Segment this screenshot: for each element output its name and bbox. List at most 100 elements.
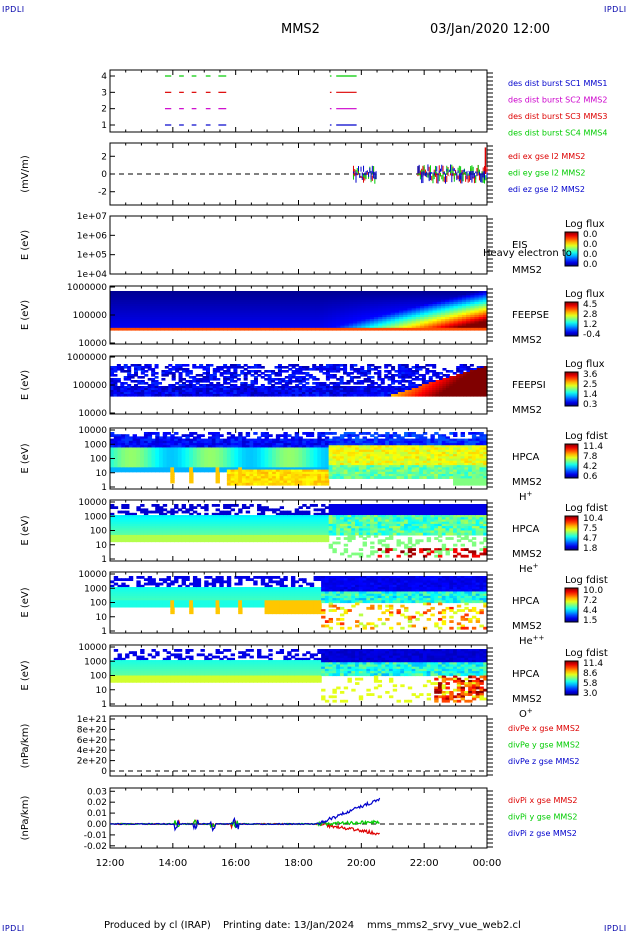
colorbar-tick-label: 2.5 bbox=[583, 380, 597, 390]
spectro-cell bbox=[362, 436, 367, 440]
spectro-cell bbox=[355, 462, 360, 466]
spectro-cell bbox=[215, 465, 220, 468]
spectro-cell bbox=[315, 293, 321, 296]
spectro-cell bbox=[442, 394, 447, 397]
spectro-cell bbox=[161, 378, 166, 381]
spectro-cell bbox=[120, 392, 125, 395]
spectro-cell bbox=[196, 449, 202, 453]
spectro-cell bbox=[357, 304, 362, 307]
spectro-cell bbox=[130, 394, 135, 397]
spectro-cell bbox=[432, 293, 438, 296]
spectro-cell bbox=[404, 380, 409, 383]
spectro-cell bbox=[281, 295, 287, 299]
spectro-cell bbox=[343, 443, 349, 446]
spectro-cell bbox=[332, 460, 337, 464]
spectro-cell bbox=[440, 291, 446, 294]
spectro-cell bbox=[305, 368, 310, 371]
spectro-cell bbox=[449, 297, 455, 301]
spectro-cell bbox=[298, 312, 304, 316]
spectro-cell bbox=[298, 386, 303, 389]
spectro-cell bbox=[343, 476, 349, 479]
spectro-cell bbox=[151, 323, 157, 327]
spectro-cell bbox=[452, 378, 457, 381]
spectro-cell bbox=[206, 295, 212, 299]
spectro-cell bbox=[306, 469, 311, 473]
spectro-cell bbox=[168, 291, 174, 294]
spectro-cell bbox=[329, 370, 334, 373]
spectro-cell bbox=[215, 467, 220, 471]
spectro-cell bbox=[311, 317, 316, 320]
spectro-cell bbox=[466, 319, 471, 322]
spectro-cell bbox=[302, 293, 308, 296]
spectro-cell bbox=[313, 458, 318, 462]
spectro-cell bbox=[377, 376, 382, 379]
spectro-cell bbox=[155, 447, 160, 451]
spectro-cell bbox=[234, 451, 239, 455]
spectro-cell bbox=[268, 469, 273, 473]
spectro-cell bbox=[118, 297, 124, 301]
spectro-cell bbox=[133, 372, 139, 375]
spectro-cell bbox=[321, 476, 326, 479]
spectro-cell bbox=[298, 327, 304, 331]
spectro-cell bbox=[227, 295, 233, 299]
spectro-cell bbox=[351, 447, 356, 451]
spectro-cell bbox=[272, 447, 277, 451]
spectro-cell bbox=[275, 469, 281, 473]
spectro-cell bbox=[390, 301, 396, 305]
spectro-cell bbox=[325, 368, 330, 371]
spectro-cell bbox=[336, 456, 341, 460]
spectro-cell bbox=[212, 384, 217, 387]
spectro-cell bbox=[275, 447, 281, 451]
spectro-cell bbox=[195, 388, 200, 391]
spectro-cell bbox=[288, 364, 293, 367]
spectro-cell bbox=[288, 394, 293, 397]
spectro-cell bbox=[461, 310, 467, 314]
spectro-cell bbox=[210, 293, 216, 296]
spectro-cell bbox=[159, 447, 164, 451]
spectro-cell bbox=[256, 297, 262, 301]
spectro-cell bbox=[279, 434, 285, 438]
spectro-cell bbox=[449, 304, 455, 307]
spectro-cell bbox=[253, 394, 258, 397]
spectro-cell bbox=[290, 321, 295, 325]
spectro-cell bbox=[321, 482, 326, 486]
spectro-cell bbox=[230, 465, 236, 468]
spectro-cell bbox=[185, 308, 191, 312]
spectro-cell bbox=[315, 308, 321, 312]
spectro-cell bbox=[348, 321, 354, 325]
spectro-cell bbox=[336, 440, 341, 444]
spectro-cell bbox=[432, 310, 438, 314]
spectro-cell bbox=[373, 312, 379, 316]
spectro-cell bbox=[223, 364, 228, 367]
spectro-cell bbox=[480, 380, 485, 383]
spectro-cell bbox=[351, 456, 356, 460]
spectro-cell bbox=[298, 382, 303, 385]
spectro-cell bbox=[181, 297, 186, 301]
spectro-cell bbox=[290, 438, 296, 442]
spectro-cell bbox=[373, 321, 379, 325]
spectro-cell bbox=[428, 306, 434, 309]
spectro-cell bbox=[394, 321, 400, 325]
spectro-cell bbox=[411, 293, 417, 296]
spectro-cell bbox=[283, 476, 288, 479]
spectro-cell bbox=[302, 471, 307, 475]
spectro-cell bbox=[324, 456, 330, 460]
spectro-cell bbox=[164, 293, 170, 296]
spectro-cell bbox=[154, 386, 159, 389]
spectro-cell bbox=[269, 314, 274, 318]
spectro-cell bbox=[459, 372, 464, 375]
spectro-cell bbox=[373, 456, 379, 460]
spectro-cell bbox=[336, 325, 341, 329]
spectro-cell bbox=[285, 314, 291, 318]
spectro-cell bbox=[172, 308, 178, 312]
spectro-cell bbox=[474, 295, 480, 299]
spectro-cell bbox=[215, 449, 220, 453]
spectro-cell bbox=[139, 314, 145, 318]
spectro-cell bbox=[151, 291, 157, 294]
spectro-cell bbox=[356, 394, 361, 397]
spectro-cell bbox=[178, 380, 183, 383]
spectro-cell bbox=[367, 370, 372, 373]
spectro-cell bbox=[206, 319, 212, 322]
spectro-cell bbox=[193, 301, 199, 305]
spectro-cell bbox=[399, 317, 404, 320]
